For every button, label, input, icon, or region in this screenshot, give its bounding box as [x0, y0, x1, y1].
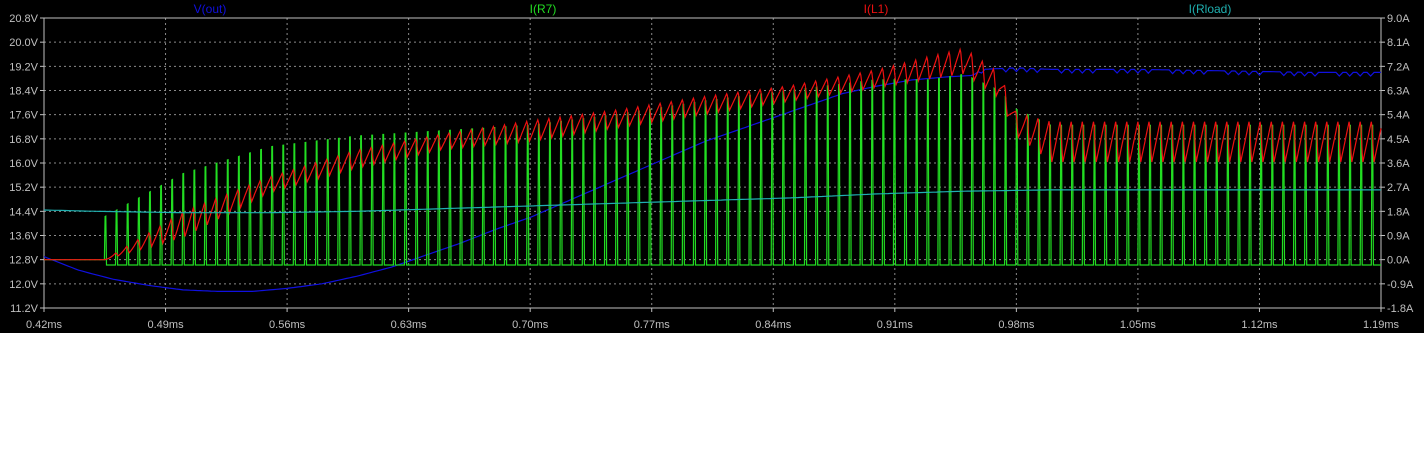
- x-tick-label: 0.77ms: [634, 319, 671, 331]
- x-tick-label: 0.56ms: [269, 319, 306, 331]
- left-tick-label: 17.6V: [9, 110, 38, 122]
- left-tick-label: 18.4V: [9, 86, 38, 98]
- left-tick-label: 11.2V: [10, 303, 39, 315]
- x-tick-label: 1.12ms: [1241, 319, 1278, 331]
- x-tick-label: 0.91ms: [877, 319, 914, 331]
- right-tick-label: -0.9A: [1387, 279, 1414, 291]
- right-tick-label: 0.9A: [1387, 231, 1410, 243]
- waveform-plot-window[interactable]: 20.8V 20.0V 19.2V 18.4V 17.6V 16.8V 16.0V 15.2V…: [0, 0, 1424, 333]
- left-tick-label: 12.0V: [9, 279, 38, 291]
- left-tick-label: 20.8V: [9, 13, 38, 25]
- x-tick-label: 1.05ms: [1120, 319, 1157, 331]
- trace-label[interactable]: I(Rload): [1189, 2, 1232, 16]
- right-axis-ticks: 9.0A 8.1A 7.2A 6.3A 5.4A 4.5A 3.6A 2.7A 1.8A 0.9A…: [1381, 13, 1414, 315]
- series-line[interactable]: [44, 74, 1381, 266]
- series-line[interactable]: [43, 189, 1381, 214]
- right-tick-label: 6.3A: [1387, 86, 1410, 98]
- left-tick-label: 15.2V: [9, 182, 38, 194]
- trace-label[interactable]: V(out): [194, 2, 227, 16]
- series-line[interactable]: [43, 67, 1381, 292]
- x-tick-label: 0.98ms: [998, 319, 1035, 331]
- x-tick-label: 0.70ms: [512, 319, 549, 331]
- series-line[interactable]: [44, 47, 1382, 261]
- right-tick-label: 8.1A: [1387, 37, 1410, 49]
- left-tick-label: 12.8V: [9, 255, 38, 267]
- right-tick-label: 2.7A: [1387, 182, 1410, 194]
- right-tick-label: 7.2A: [1387, 61, 1410, 73]
- left-tick-label: 20.0V: [9, 37, 38, 49]
- trace-label[interactable]: I(R7): [530, 2, 557, 16]
- left-tick-label: 13.6V: [9, 231, 38, 243]
- left-tick-label: 16.8V: [9, 134, 38, 146]
- right-tick-label: 3.6A: [1387, 158, 1410, 170]
- right-tick-label: -1.8A: [1387, 303, 1414, 315]
- left-tick-label: 16.0V: [9, 158, 38, 170]
- x-tick-label: 0.49ms: [148, 319, 185, 331]
- waveform-plot[interactable]: 20.8V 20.0V 19.2V 18.4V 17.6V 16.8V 16.0V 15.2V…: [0, 0, 1424, 333]
- x-axis-ticks: 0.42ms 0.49ms 0.56ms 0.63ms 0.70ms 0.77ms 0.84…: [26, 308, 1400, 331]
- right-tick-label: 5.4A: [1387, 110, 1410, 122]
- x-tick-label: 0.63ms: [391, 319, 428, 331]
- x-tick-label: 0.42ms: [26, 319, 63, 331]
- left-axis-ticks: 20.8V 20.0V 19.2V 18.4V 17.6V 16.8V 16.0V 15.2V…: [9, 13, 44, 315]
- left-tick-label: 19.2V: [9, 61, 38, 73]
- left-tick-label: 14.4V: [9, 206, 38, 218]
- x-tick-label: 1.19ms: [1363, 319, 1400, 331]
- traces[interactable]: [43, 47, 1382, 292]
- trace-labels[interactable]: V(out) I(R7) I(L1) I(Rload): [194, 2, 1232, 16]
- trace-label[interactable]: I(L1): [864, 2, 889, 16]
- right-tick-label: 0.0A: [1387, 255, 1410, 267]
- right-tick-label: 9.0A: [1387, 13, 1410, 25]
- right-tick-label: 1.8A: [1387, 206, 1410, 218]
- x-tick-label: 0.84ms: [755, 319, 792, 331]
- right-tick-label: 4.5A: [1387, 134, 1410, 146]
